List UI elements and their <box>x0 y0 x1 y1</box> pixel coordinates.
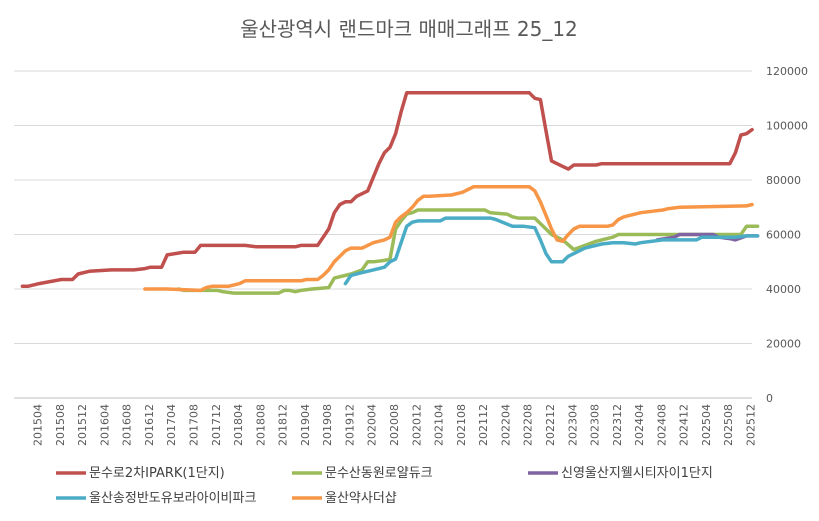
x-tick-label: 202108 <box>455 404 468 446</box>
x-tick-label: 201508 <box>54 404 67 446</box>
x-tick-label: 202308 <box>589 404 602 446</box>
y-tick-label: 40000 <box>766 283 801 296</box>
x-tick-label: 201912 <box>343 404 356 446</box>
x-tick-label: 201612 <box>143 404 156 446</box>
x-tick-label: 202012 <box>410 404 423 446</box>
x-tick-label: 201808 <box>254 404 267 446</box>
x-tick-label: 201512 <box>76 404 89 446</box>
x-tick-label: 201712 <box>210 404 223 446</box>
x-tick-label: 201804 <box>232 404 245 446</box>
x-tick-label: 201904 <box>299 404 312 446</box>
x-tick-label: 201604 <box>98 404 111 446</box>
series-line-1 <box>176 208 760 295</box>
x-tick-label: 202004 <box>366 404 379 446</box>
legend: 문수로2차IPARK(1단지) 문수산동원로얄듀크 신영울산지웰시티자이1단지울산송… <box>56 465 713 506</box>
x-tick-label: 202008 <box>388 404 401 446</box>
series-line-0 <box>20 91 754 289</box>
y-tick-label: 20000 <box>766 338 801 351</box>
x-tick-label: 202104 <box>433 404 446 446</box>
x-tick-label: 202504 <box>700 404 713 446</box>
x-tick-label: 202408 <box>655 404 668 446</box>
x-tick-label: 201608 <box>121 404 134 446</box>
chart-title: 울산광역시 랜드마크 매매그래프 25_12 <box>240 17 578 41</box>
legend-entry: 울산송정반도유보라아이비파크 <box>89 491 256 506</box>
x-tick-label: 201812 <box>277 404 290 446</box>
x-tick-label: 201704 <box>165 404 178 446</box>
y-tick-label: 0 <box>766 392 773 405</box>
x-tick-label: 202208 <box>522 404 535 446</box>
x-tick-label: 202112 <box>477 404 490 446</box>
grid-lines <box>14 70 752 399</box>
legend-entry: 울산약사더샵 <box>325 491 397 506</box>
legend-entry: 신영울산지웰시티자이1단지 <box>561 466 713 481</box>
legend-entry: 문수산동원로얄듀크 <box>325 465 433 481</box>
y-tick-label: 80000 <box>766 174 801 187</box>
y-axis-ticks: 0 20000 40000 60000 80000 100000 120000 <box>766 65 808 405</box>
x-tick-label: 202508 <box>722 404 735 446</box>
x-tick-label: 202412 <box>678 404 691 446</box>
x-axis: 201504 201508 201512 201604 201608 201612 2017… <box>14 397 758 446</box>
x-tick-label: 201504 <box>32 404 45 446</box>
x-tick-label: 202312 <box>611 404 624 446</box>
x-tick-label: 202304 <box>566 404 579 446</box>
x-tick-label: 201708 <box>187 404 200 446</box>
y-tick-label: 120000 <box>766 65 808 78</box>
series-lines <box>20 91 760 295</box>
legend-entry: 문수로2차IPARK(1단지) <box>89 466 225 481</box>
y-tick-label: 60000 <box>766 229 801 242</box>
x-tick-label: 202212 <box>544 404 557 446</box>
y-tick-label: 100000 <box>766 120 808 133</box>
x-tick-label: 201908 <box>321 404 334 446</box>
series-line-3 <box>343 216 760 286</box>
series-line-4 <box>143 185 754 293</box>
x-tick-label: 202404 <box>633 404 646 446</box>
x-tick-label: 202204 <box>499 404 512 446</box>
x-tick-label: 202512 <box>745 404 758 446</box>
